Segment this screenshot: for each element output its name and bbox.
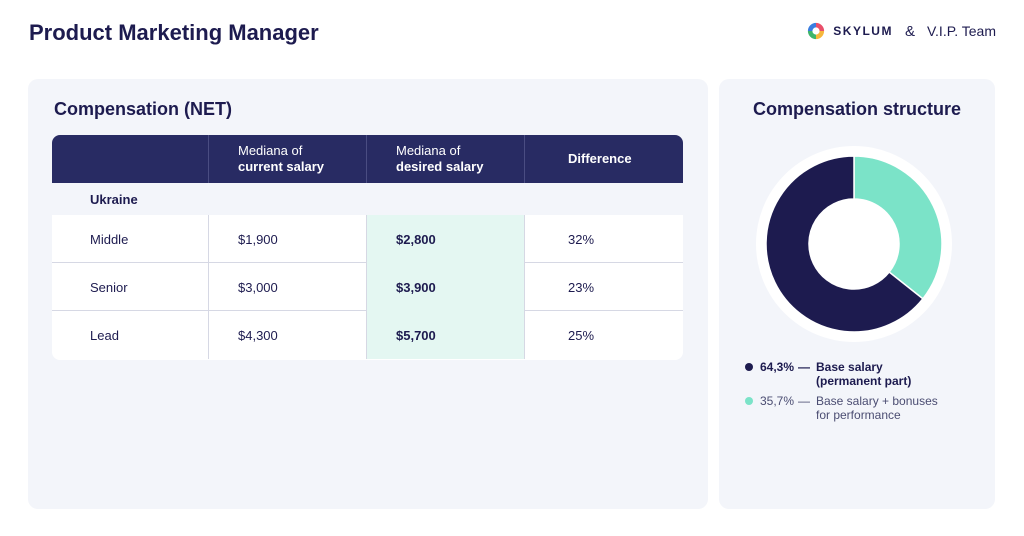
- legend-text: Base salary (permanent part): [816, 360, 912, 388]
- compensation-net-card: Compensation (NET) Mediana of current sal…: [28, 79, 708, 509]
- cell-level: Senior: [52, 263, 209, 311]
- legend-pct: 64,3%: [760, 360, 795, 374]
- column-header-difference: Difference: [568, 151, 632, 166]
- legend-item-bonuses: 35,7% — Base salary + bonuses for perform…: [745, 394, 985, 422]
- cell-level: Middle: [52, 215, 209, 263]
- donut-slice-bonuses: [853, 155, 943, 300]
- vip-team-logo-text: V.I.P. Team: [926, 23, 996, 39]
- legend-dash: —: [798, 394, 810, 408]
- donut-chart-svg: [756, 146, 952, 342]
- legend-item-base-salary: 64,3% — Base salary (permanent part): [745, 360, 985, 388]
- compensation-table: Mediana of current salary Mediana of desir…: [52, 135, 683, 360]
- group-label: Ukraine: [90, 191, 138, 207]
- cell-desired-salary: $3,900: [367, 263, 525, 311]
- donut-slice-base-salary: [765, 155, 924, 333]
- cell-desired-salary: $5,700: [367, 311, 525, 359]
- compensation-net-title: Compensation (NET): [54, 99, 232, 119]
- cell-current-salary: $3,000: [209, 263, 367, 311]
- skylum-logo-icon: [808, 22, 825, 40]
- group-row-ukraine: Ukraine: [52, 183, 683, 215]
- cell-current-salary: $4,300: [209, 311, 367, 359]
- partner-logos: SKYLUM & V.I.P. Team: [807, 20, 996, 42]
- table-row: Senior $3,000 $3,900 23%: [52, 263, 683, 311]
- legend-dot-navy: [745, 363, 753, 371]
- cell-difference: 25%: [568, 327, 595, 343]
- skylum-logo-text: SKYLUM: [833, 24, 893, 38]
- chart-legend: 64,3% — Base salary (permanent part) 35,7…: [745, 360, 985, 428]
- table-row: Lead $4,300 $5,700 25%: [52, 311, 683, 359]
- compensation-structure-card: Compensation structure 64,3% — Base sala…: [719, 79, 995, 509]
- column-header-current-salary: Mediana of current salary: [209, 135, 367, 183]
- cell-difference: 23%: [568, 279, 595, 295]
- donut-chart: [754, 144, 954, 344]
- table-row: Middle $1,900 $2,800 32%: [52, 215, 683, 263]
- cell-current-salary: $1,900: [209, 215, 367, 263]
- compensation-structure-title: Compensation structure: [752, 99, 962, 119]
- ampersand: &: [904, 22, 915, 40]
- cell-level: Lead: [52, 311, 209, 359]
- column-header-desired-salary: Mediana of desired salary: [367, 135, 525, 183]
- legend-dot-mint: [745, 397, 753, 405]
- cell-desired-salary: $2,800: [367, 215, 525, 263]
- legend-dash: —: [798, 360, 810, 374]
- page-title: Product Marketing Manager: [29, 20, 319, 45]
- column-header-level: [52, 135, 209, 183]
- legend-text: Base salary + bonuses for performance: [816, 394, 938, 422]
- cell-difference: 32%: [568, 231, 595, 247]
- table-header: Mediana of current salary Mediana of desir…: [52, 135, 683, 183]
- legend-pct: 35,7%: [760, 394, 795, 408]
